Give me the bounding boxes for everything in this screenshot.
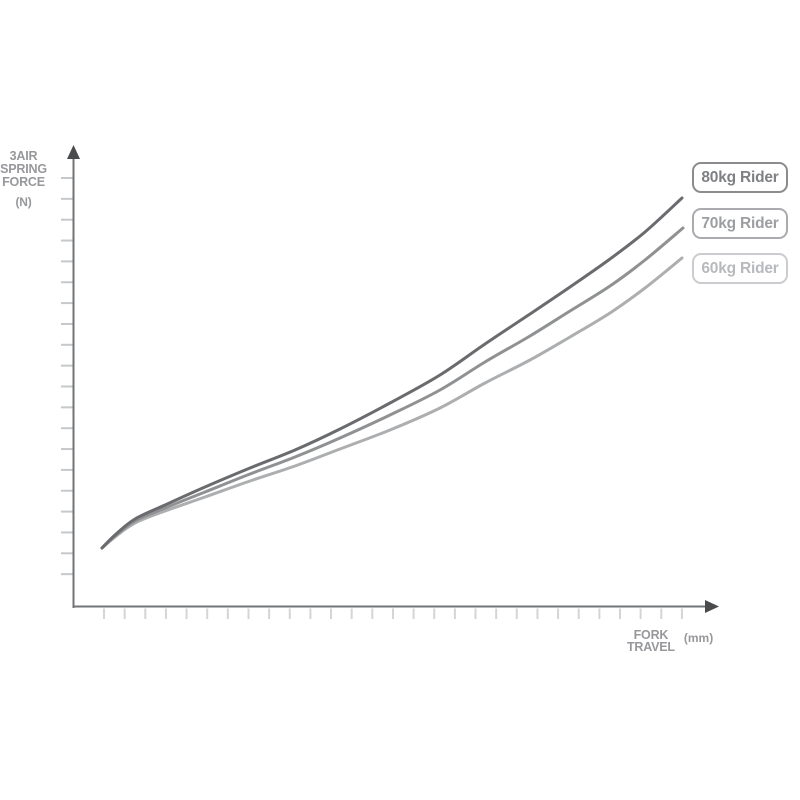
y-axis-title-line-3: FORCE [2, 175, 45, 189]
x-axis-title-stack: FORK TRAVEL [627, 628, 675, 654]
curve-70kg-rider [100, 226, 685, 550]
legend-label-70kg: 70kg Rider [701, 214, 779, 232]
curve-80kg-rider [100, 196, 684, 550]
y-axis-arrow-icon [67, 145, 80, 159]
y-axis-title-line-1: 3AIR [9, 149, 38, 163]
x-axis-unit-label: (mm) [683, 631, 714, 645]
y-axis-title-line-2: SPRING [0, 162, 47, 176]
x-axis-arrow-icon [705, 600, 719, 613]
x-axis-title-line-1: FORK [633, 628, 669, 642]
legend-label-80kg: 80kg Rider [701, 168, 779, 186]
y-axis-title: 3AIR SPRING FORCE (N) [0, 150, 47, 209]
x-axis-title-line-2: TRAVEL [627, 640, 675, 654]
x-axis-title: FORK TRAVEL (mm) [627, 628, 714, 654]
legend-badge-80kg-rider: 80kg Rider [692, 162, 788, 193]
y-axis-unit-label: (N) [15, 195, 32, 209]
legend-badge-60kg-rider: 60kg Rider [692, 253, 788, 284]
legend-label-60kg: 60kg Rider [701, 259, 779, 277]
legend-badge-70kg-rider: 70kg Rider [692, 208, 788, 239]
curve-60kg-rider [100, 256, 684, 550]
